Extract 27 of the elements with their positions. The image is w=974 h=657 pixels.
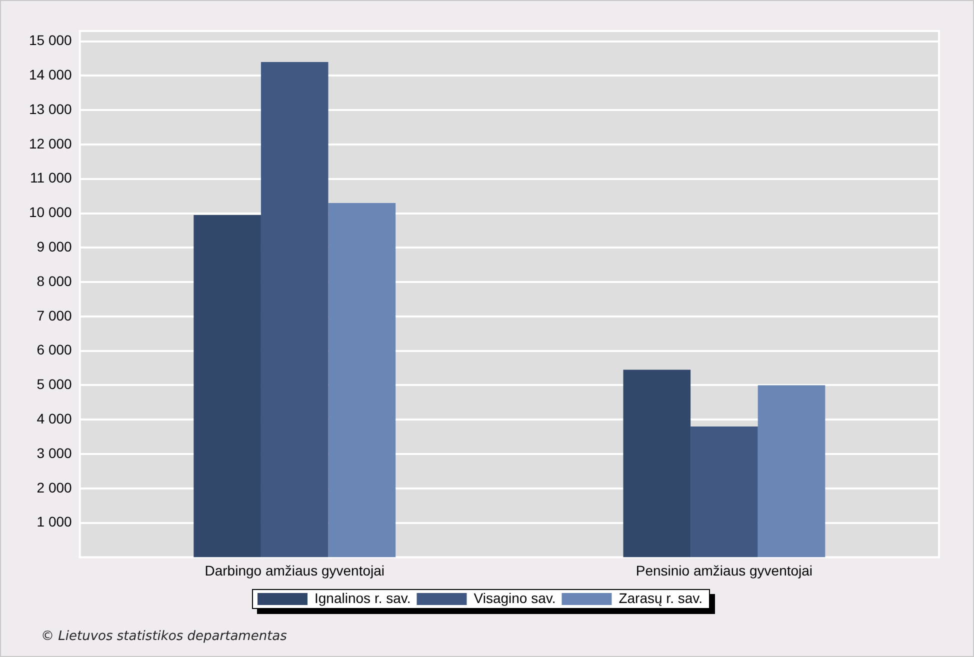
bar	[260, 62, 328, 558]
y-tick-label: 7 000	[36, 307, 72, 324]
y-tick-label: 13 000	[28, 100, 72, 117]
x-tick-label: Pensinio amžiaus gyventojai	[636, 562, 813, 578]
text: © Lietuvos statistikos departamentas	[41, 629, 287, 644]
legend-label: Ignalinos r. sav.	[314, 590, 411, 606]
y-tick-label: 1 000	[36, 514, 72, 530]
y-tick-label: 11 000	[30, 170, 72, 186]
y-tick-label: 6 000	[36, 342, 72, 358]
bar	[194, 215, 261, 558]
bar	[328, 202, 396, 558]
y-tick-label: 15 000	[28, 32, 72, 48]
bar	[623, 370, 691, 558]
y-tick-label: 4 000	[36, 410, 72, 426]
x-tick-label: Darbingo amžiaus gyventojai	[204, 562, 384, 578]
y-tick-label: 8 000	[36, 272, 72, 289]
y-tick-label: 9 000	[36, 238, 72, 255]
y-tick-label: 14 000	[28, 66, 72, 83]
bar	[758, 385, 826, 558]
bar	[690, 426, 758, 558]
y-tick-label: 12 000	[28, 135, 72, 152]
y-tick-label: 5 000	[36, 376, 72, 392]
y-tick-label: 2 000	[36, 479, 72, 496]
legend-label: Zarasų r. sav.	[618, 590, 703, 606]
legend-label: Visagino sav.	[474, 590, 556, 606]
y-tick-label: 10 000	[28, 204, 72, 220]
y-tick-label: 3 000	[36, 444, 72, 461]
